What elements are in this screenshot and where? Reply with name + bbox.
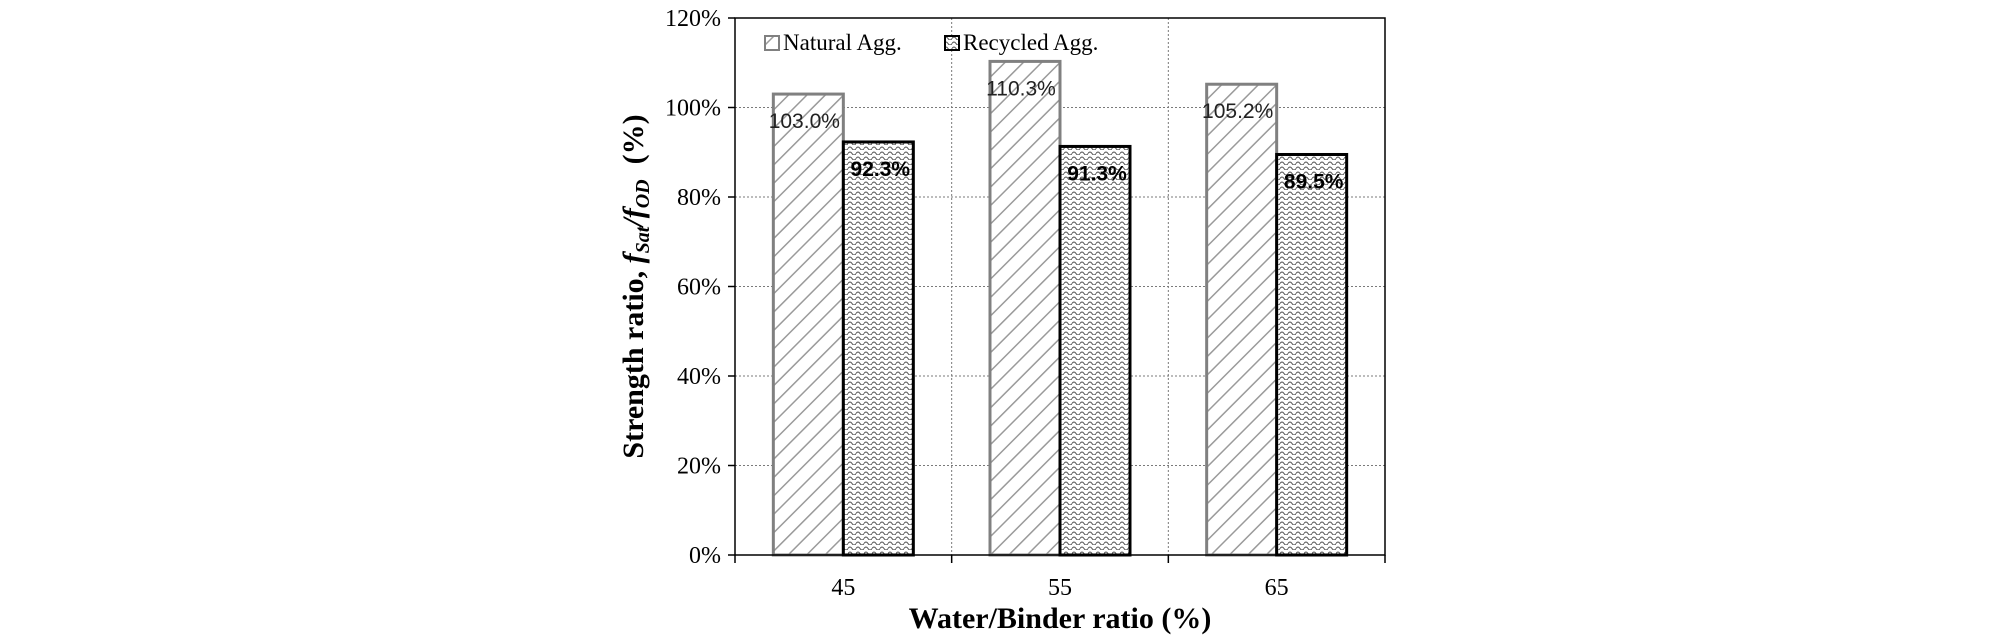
y-axis-title-sub1: Sat [632, 225, 654, 253]
data-label-recycled: 89.5% [1284, 170, 1344, 193]
y-tick-label: 80% [677, 185, 721, 211]
data-label-natural: 103.0% [769, 110, 840, 133]
data-labels: 103.0% 92.3% 110.3% 91.3% 105.2% 89.5% [769, 77, 1344, 193]
y-axis-title-sub2: OD [632, 179, 654, 208]
x-axis-ticks: 45 55 65 [734, 555, 1386, 601]
y-axis-title-prefix: Strength ratio, [617, 263, 650, 458]
y-tick-label: 60% [677, 275, 721, 301]
y-tick-label: 20% [677, 454, 721, 480]
legend-swatch-recycled [944, 35, 960, 51]
bar-recycled-agg [1058, 144, 1132, 557]
y-tick-label: 100% [665, 96, 721, 122]
y-tick-label: 120% [665, 6, 721, 32]
legend-label-natural: Natural Agg. [783, 30, 902, 55]
legend-swatch-natural [764, 35, 780, 51]
bar-natural-agg [771, 92, 845, 557]
data-label-natural: 105.2% [1202, 100, 1273, 123]
legend-label-recycled: Recycled Agg. [963, 30, 1098, 55]
y-tick-label: 40% [677, 364, 721, 390]
legend: Natural Agg. Recycled Agg. [764, 30, 1098, 55]
data-label-natural: 110.3% [986, 77, 1056, 100]
bar-recycled-agg [1275, 152, 1349, 557]
bars [771, 59, 1349, 557]
x-tick-label: 45 [831, 575, 855, 601]
bar-recycled-agg [841, 140, 915, 557]
data-label-recycled: 91.3% [1067, 162, 1127, 185]
x-tick-label: 55 [1048, 575, 1072, 601]
y-axis-title-slash: / [617, 216, 650, 229]
y-axis-title-f1: f [617, 250, 650, 263]
y-axis-title: Strength ratio, fSat/fOD (%) [617, 114, 654, 458]
y-axis-ticks: 0% 20% 40% 60% 80% 100% 120% [665, 6, 735, 569]
data-label-recycled: 92.3% [851, 158, 911, 181]
bar-natural-agg [1205, 82, 1279, 557]
y-axis-title-f2: f [617, 205, 650, 218]
x-tick-label: 65 [1265, 575, 1289, 601]
x-axis-title: Water/Binder ratio (%) [909, 602, 1212, 635]
y-axis-title-unit: (%) [617, 114, 650, 179]
bar-natural-agg [988, 59, 1062, 557]
y-tick-label: 0% [689, 543, 721, 569]
